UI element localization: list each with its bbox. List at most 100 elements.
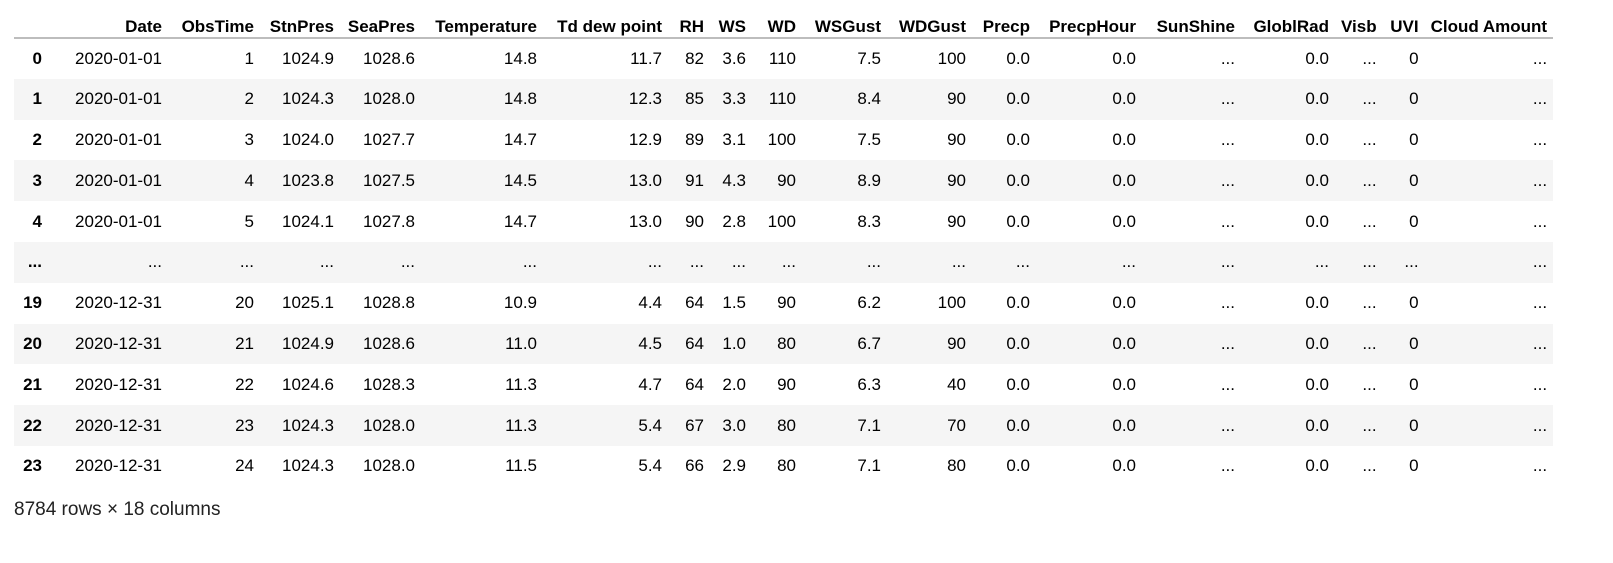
table-cell: 100 (767, 129, 796, 149)
table-cell: 0.0 (1006, 456, 1030, 476)
table-cell: 1027.8 (363, 211, 415, 231)
table-cell: 4 (244, 170, 254, 190)
table-row: 21 2020-12-31 22 1024.6 1028.3 11.3 4.7 64 2.0 90… (14, 364, 1553, 405)
column-header: Td dew point (543, 0, 668, 39)
table-cell: ... (1220, 170, 1235, 190)
table-cell: 1024.9 (282, 48, 334, 68)
table-row: 19 2020-12-31 20 1025.1 1028.8 10.9 4.4 64 1.5 90… (14, 283, 1553, 324)
table-cell: ... (1362, 415, 1377, 435)
table-cell: ... (1121, 252, 1136, 272)
table-cell: 2020-01-01 (75, 170, 162, 190)
table-cell: 11.3 (505, 415, 537, 435)
table-cell: ... (1220, 333, 1235, 353)
table-cell: 82 (685, 48, 704, 68)
table-cell: 0.0 (1305, 374, 1329, 394)
table-cell: ... (1532, 456, 1548, 476)
table-cell: 0.0 (1305, 415, 1329, 435)
table-cell: ... (1404, 252, 1419, 272)
table-cell: 0.0 (1305, 89, 1329, 109)
table-cell: 0.0 (1305, 456, 1329, 476)
table-cell: 0 (1409, 415, 1419, 435)
table-cell: 2.0 (722, 374, 746, 394)
table-cell: ... (1220, 456, 1235, 476)
table-cell: ... (1532, 89, 1548, 109)
table-cell: 0.0 (1006, 48, 1030, 68)
column-header: GloblRad (1241, 0, 1335, 39)
table-cell: 0 (1409, 48, 1419, 68)
table-cell: 80 (777, 456, 796, 476)
index-header (14, 0, 48, 39)
table-header: Date ObsTime StnPres SeaPres Temperature Td d… (14, 0, 1554, 39)
table-cell: 0.0 (1006, 374, 1030, 394)
row-index: 21 (23, 374, 42, 394)
table-cell: 1024.3 (282, 89, 334, 109)
table-cell: 4.4 (638, 293, 662, 313)
table-cell: ... (400, 252, 415, 272)
table-cell: 90 (947, 333, 966, 353)
header-row: Date ObsTime StnPres SeaPres Temperature Td d… (14, 0, 1554, 39)
table-cell: 0.0 (1112, 415, 1136, 435)
table-cell: 0.0 (1112, 374, 1136, 394)
table-cell: 5 (244, 211, 254, 231)
table-cell: ... (147, 252, 162, 272)
row-index: 2 (32, 129, 42, 149)
table-cell: 2020-12-31 (75, 456, 162, 476)
table-cell: 3.6 (722, 48, 746, 68)
table-cell: 0.0 (1112, 48, 1136, 68)
table-cell: 0.0 (1006, 211, 1030, 231)
table-cell: 64 (685, 333, 704, 353)
table-cell: 5.4 (638, 456, 662, 476)
table-cell: 1028.0 (363, 415, 415, 435)
table-cell: 0.0 (1006, 170, 1030, 190)
table-cell: 90 (947, 211, 966, 231)
table-cell: 7.5 (857, 48, 881, 68)
column-header: WD (752, 0, 802, 39)
table-cell: ... (1532, 415, 1548, 435)
table-cell: 24 (235, 456, 254, 476)
table-cell: ... (1532, 374, 1548, 394)
table-cell: 0.0 (1305, 129, 1329, 149)
table-cell: ... (1532, 48, 1548, 68)
table-cell: 90 (947, 129, 966, 149)
table-cell: 1024.3 (282, 456, 334, 476)
table-cell: ... (1220, 89, 1235, 109)
table-cell: 0.0 (1305, 333, 1329, 353)
table-cell: 3.0 (722, 415, 746, 435)
table-row: 3 2020-01-01 4 1023.8 1027.5 14.5 13.0 91 4.3 90 8… (14, 160, 1554, 202)
column-header: Cloud Amount (1424, 0, 1554, 39)
table-cell: 11.5 (505, 456, 537, 476)
table-cell: 0.0 (1112, 333, 1136, 353)
table-cell: 0 (1409, 374, 1419, 394)
table-cell: 70 (947, 415, 966, 435)
table-cell: 1028.0 (363, 89, 415, 109)
table-cell: 1024.3 (282, 415, 334, 435)
column-header: UVI (1382, 0, 1425, 39)
table-cell: 0.0 (1006, 293, 1030, 313)
table-row: 1 2020-01-01 2 1024.3 1028.0 14.8 12.3 85 3.3 110… (14, 78, 1554, 120)
table-cell: ... (1220, 211, 1235, 231)
table-cell: ... (319, 252, 334, 272)
table-cell: 110 (768, 48, 796, 68)
table-cell: 2020-01-01 (75, 211, 162, 231)
table-cell: 90 (777, 293, 796, 313)
table-cell: 0.0 (1305, 293, 1329, 313)
row-index: 23 (23, 456, 42, 476)
table-cell: 2020-01-01 (75, 129, 162, 149)
table-cell: 21 (235, 333, 254, 353)
column-header: Visb (1335, 0, 1383, 39)
column-header: SeaPres (340, 0, 421, 39)
table-cell: 1028.3 (363, 374, 415, 394)
table-cell: 0.0 (1006, 415, 1030, 435)
table-cell: ... (1015, 252, 1030, 272)
table-cell: ... (731, 252, 746, 272)
table-cell: 20 (235, 293, 254, 313)
table-cell: ... (1220, 293, 1235, 313)
table-cell: 1028.0 (363, 456, 415, 476)
row-index: ... (27, 252, 42, 272)
table-cell: 4.3 (722, 170, 746, 190)
row-index: 20 (23, 333, 42, 353)
table-cell: 0.0 (1112, 129, 1136, 149)
table-cell: 8.4 (857, 89, 881, 109)
column-header: Date (48, 0, 168, 39)
table-cell: ... (1362, 211, 1377, 231)
